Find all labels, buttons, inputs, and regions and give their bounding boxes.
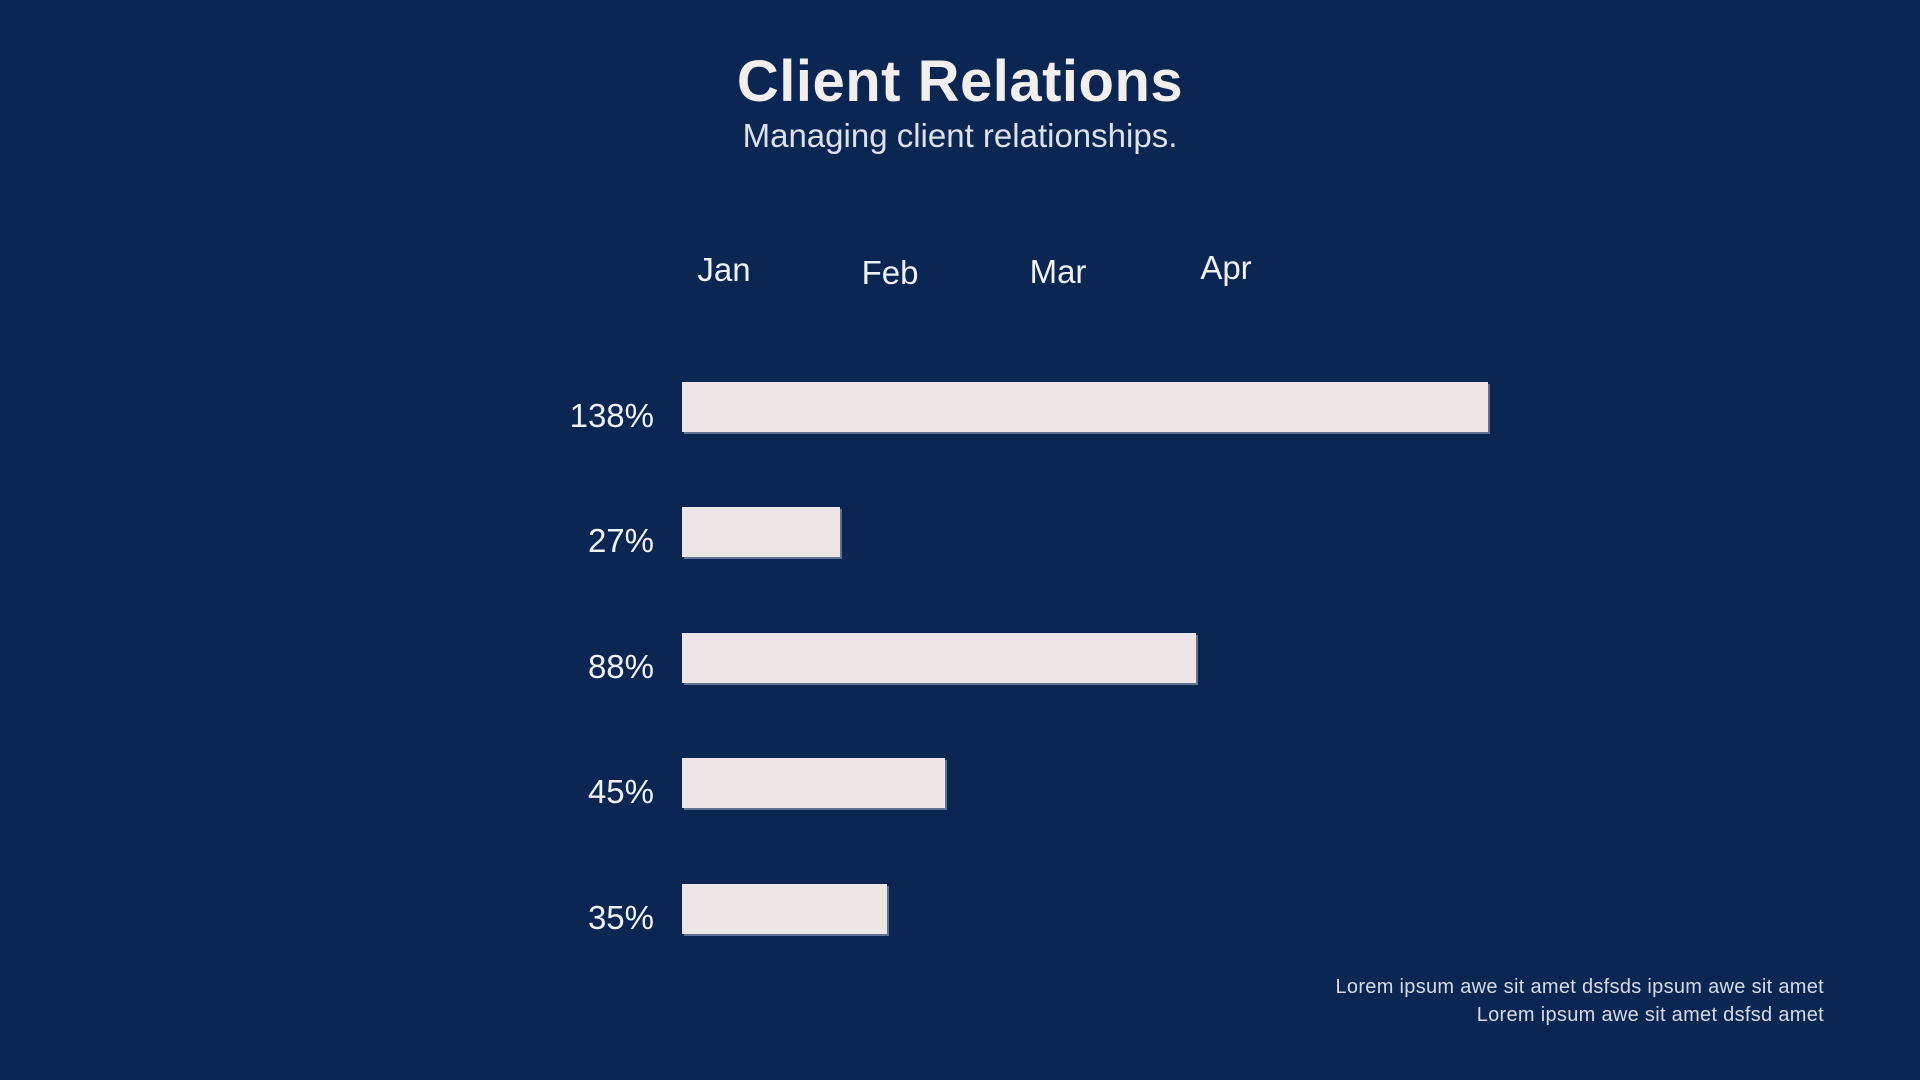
footer-note: Lorem ipsum awe sit amet dsfsds ipsum aw…	[1335, 973, 1824, 1029]
footer-line-2: Lorem ipsum awe sit amet dsfsd amet	[1476, 1004, 1824, 1026]
bar	[682, 758, 945, 808]
bar-value-label: 88%	[587, 648, 654, 685]
x-axis-label-apr: Apr	[1200, 249, 1252, 286]
bar-row: 138%	[0, 382, 1920, 434]
slide-title: Client Relations	[736, 49, 1184, 114]
bar-value-label: 27%	[587, 522, 654, 559]
bar-row: 88%	[0, 633, 1920, 685]
bar-row: 35%	[0, 884, 1920, 936]
x-axis-label-mar: Mar	[1029, 253, 1087, 290]
x-axis-label-jan: Jan	[697, 251, 751, 288]
bar-value-label: 138%	[569, 397, 654, 434]
footer-line-1: Lorem ipsum awe sit amet dsfsds ipsum aw…	[1335, 976, 1824, 998]
bar-row: 27%	[0, 507, 1920, 559]
bar-row: 45%	[0, 758, 1920, 810]
bar	[682, 884, 887, 934]
bar	[682, 382, 1488, 432]
bar-value-label: 45%	[587, 773, 654, 810]
x-axis-label-feb: Feb	[861, 254, 919, 291]
bar	[682, 507, 840, 557]
bar-value-label: 35%	[587, 899, 654, 936]
bar	[682, 633, 1196, 683]
slide-header: Client Relations Managing client relatio…	[0, 48, 1920, 156]
slide-subtitle: Managing client relationships.	[742, 117, 1178, 154]
